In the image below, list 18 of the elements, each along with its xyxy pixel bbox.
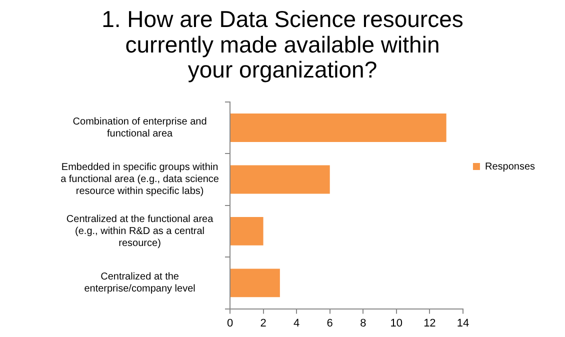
y-tick-label: Centralized at the enterprise/company level [84, 272, 196, 295]
x-tick-label: 4 [294, 317, 300, 330]
legend-label: Responses [484, 161, 535, 172]
x-tick-label: 8 [360, 317, 366, 330]
x-tick-label: 6 [326, 317, 333, 330]
x-tick-label: 14 [456, 317, 470, 330]
chart-title: 1. How are Data Science resources currently made available within your organization? [102, 6, 464, 83]
bar [230, 268, 280, 298]
bar [230, 216, 264, 246]
y-tick-label: Embedded in specific groups within a functional area (e.g., data science resource within specific labs) [60, 162, 220, 198]
y-tick-label: Combination of enterprise and functional area [72, 116, 207, 140]
y-tick-label: Centralized at the functional area (e.g., within R&D as a central resource) [66, 214, 214, 249]
x-tick-label: 2 [260, 317, 266, 330]
x-tick-label: 0 [226, 317, 234, 330]
bar [230, 114, 446, 142]
bar [230, 165, 330, 194]
x-tick-label: 12 [424, 317, 436, 330]
x-tick-label: 10 [390, 317, 403, 330]
